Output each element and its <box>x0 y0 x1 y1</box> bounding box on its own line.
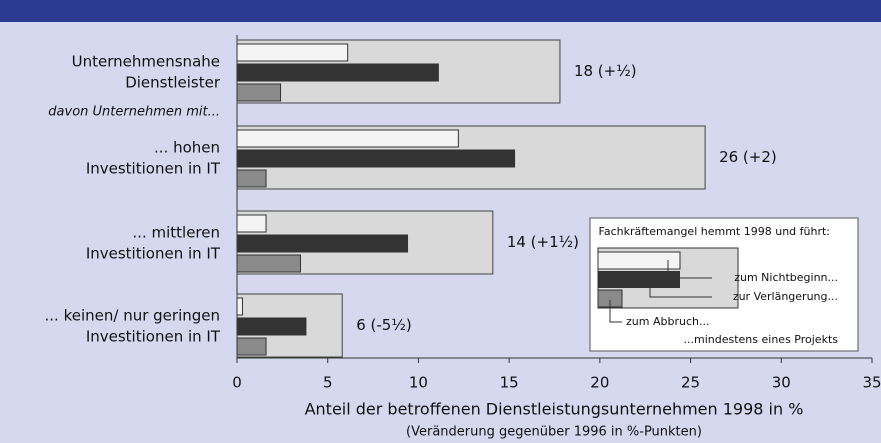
value-label: 26 (+2) <box>719 148 777 166</box>
legend-label: zur Verlängerung... <box>733 290 838 303</box>
subheading: davon Unternehmen mit... <box>48 105 220 120</box>
y-tick-label: ... hohen Investitionen in IT <box>86 138 221 177</box>
title-band <box>0 0 881 22</box>
legend-label: zum Nichtbeginn... <box>734 271 838 284</box>
bar <box>236 317 307 336</box>
value-label: 18 (+½) <box>574 62 637 80</box>
label-line: ... mittleren <box>132 223 220 241</box>
x-tick-label: 25 <box>681 374 700 392</box>
bar <box>236 234 409 253</box>
legend-leader <box>667 260 712 279</box>
x-axis-subtitle: (Veränderung gegenüber 1996 in %-Punkten… <box>406 425 702 440</box>
x-tick-label: 10 <box>409 374 428 392</box>
value-label: 14 (+1½) <box>507 233 579 251</box>
bar <box>236 149 516 168</box>
x-tick-label: 35 <box>862 374 881 392</box>
x-tick-label: 30 <box>772 374 791 392</box>
bar <box>236 297 243 316</box>
legend-leader <box>609 300 622 323</box>
label-line: ... hohen <box>154 138 220 156</box>
bar <box>236 129 459 148</box>
bar <box>236 63 439 82</box>
label-line: Unternehmensnahe <box>72 52 220 70</box>
label-line: ... keinen/ nur geringen <box>45 306 220 324</box>
label-line: Investitionen in IT <box>86 327 221 345</box>
label-line: Investitionen in IT <box>86 244 221 262</box>
value-label: 6 (-5½) <box>356 316 412 334</box>
legend-leader <box>649 280 712 298</box>
legend-swatch <box>598 271 680 288</box>
y-tick-label: ... mittleren Investitionen in IT <box>86 223 221 262</box>
label-line: Dienstleister <box>125 73 221 91</box>
y-tick-label: ... keinen/ nur geringen Investitionen in… <box>45 306 221 345</box>
bar <box>236 169 267 188</box>
x-tick-label: 15 <box>500 374 519 392</box>
x-tick-label: 5 <box>323 374 333 392</box>
bar <box>236 214 267 233</box>
legend: Fachkräftemangel hemmt 1998 und führt: z… <box>589 217 859 352</box>
x-tick-label: 0 <box>232 374 242 392</box>
legend-label: zum Abbruch... <box>626 315 709 328</box>
legend-swatch <box>597 251 681 270</box>
bar <box>236 337 267 356</box>
bar <box>236 83 282 102</box>
label-line: Investitionen in IT <box>86 159 221 177</box>
x-tick-label: 20 <box>590 374 609 392</box>
legend-title: Fachkräftemangel hemmt 1998 und führt: <box>599 225 830 238</box>
bar <box>236 43 349 62</box>
y-tick-label: Unternehmensnahe Dienstleister <box>72 52 221 91</box>
x-axis-title: Anteil der betroffenen Dienstleistungsun… <box>305 400 804 419</box>
bar <box>236 254 301 273</box>
legend-label: ...mindestens eines Projekts <box>684 333 839 346</box>
